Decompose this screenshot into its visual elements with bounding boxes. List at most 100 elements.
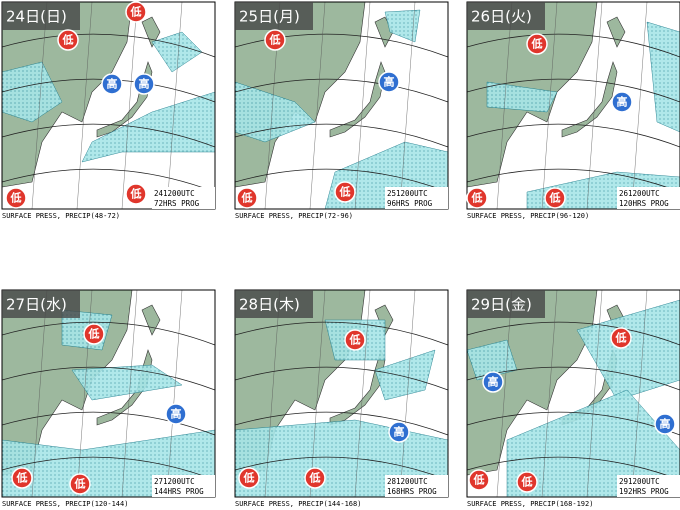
date-label: 27日(水) [6, 296, 67, 314]
marker-label: 低 [10, 191, 22, 205]
isobar [1, 411, 216, 436]
stamp: 271200UTC [154, 477, 195, 486]
marker-label: 低 [88, 327, 100, 341]
low-marker [11, 467, 33, 489]
date-label: 26日(火) [471, 8, 532, 26]
isobar [234, 33, 449, 58]
frame [466, 289, 680, 498]
caption: SURFACE PRESS, PRECIP(144-168) [235, 500, 361, 508]
meridian [399, 289, 416, 498]
low-marker [516, 471, 538, 493]
precip-area [506, 389, 680, 498]
isobar [234, 123, 449, 148]
high-marker [378, 71, 400, 93]
meridian [631, 1, 648, 210]
marker-label: 低 [130, 5, 142, 19]
isobar [1, 456, 216, 481]
marker-label: 高 [171, 407, 182, 421]
meridian [541, 289, 558, 498]
caption: SURFACE PRESS, PRECIP(168-192) [467, 500, 593, 508]
prog: 192HRS PROG [619, 487, 669, 496]
isobar [234, 366, 449, 391]
low-marker [125, 183, 147, 205]
marker-label: 低 [349, 333, 361, 347]
stamp-box [152, 187, 215, 209]
japan [329, 61, 386, 138]
marker-label: 高 [617, 95, 628, 109]
date-box [467, 290, 545, 318]
marker-label: 低 [531, 37, 543, 51]
marker-label: 低 [62, 33, 74, 47]
meridian [309, 289, 326, 498]
marker-label: 低 [549, 191, 561, 205]
prog: 168HRS PROG [387, 487, 437, 496]
meridian [166, 289, 183, 498]
high-marker [654, 413, 676, 435]
low-marker [526, 33, 548, 55]
precip-area [646, 21, 680, 133]
caption: SURFACE PRESS, PRECIP(48-72) [2, 212, 120, 220]
prog: 96HRS PROG [387, 199, 433, 208]
meridian [166, 1, 183, 210]
land [1, 1, 133, 188]
marker-label: 低 [521, 475, 533, 489]
date-label: 29日(金) [471, 296, 532, 314]
high-marker [133, 73, 155, 95]
marker-label: 低 [471, 191, 483, 205]
isobar [1, 33, 216, 58]
meridian [354, 289, 371, 498]
precip-area [374, 349, 436, 401]
date-box [467, 2, 545, 30]
date-label: 28日(木) [239, 296, 300, 314]
low-marker [125, 1, 147, 23]
isobar [234, 168, 449, 193]
marker-label: 高 [139, 77, 150, 91]
date-box [235, 2, 313, 30]
isobar [466, 168, 680, 193]
meridian [309, 1, 326, 210]
isobar [234, 456, 449, 481]
stamp-box [617, 475, 680, 497]
frame [234, 1, 449, 210]
land [466, 289, 598, 476]
low-marker [344, 329, 366, 351]
prog: 144HRS PROG [154, 487, 204, 496]
date-box [2, 2, 80, 30]
stamp-box [385, 475, 448, 497]
frame [234, 289, 449, 498]
low-marker [5, 187, 27, 209]
frame [1, 289, 216, 498]
isobar [1, 123, 216, 148]
isobar [1, 321, 216, 346]
marker-label: 低 [615, 331, 627, 345]
isobar [466, 411, 680, 436]
low-marker [238, 467, 260, 489]
low-marker [264, 29, 286, 51]
marker-label: 低 [243, 471, 255, 485]
isobar [234, 321, 449, 346]
meridian [76, 1, 93, 210]
isobar [466, 321, 680, 346]
caption: SURFACE PRESS, PRECIP(96-120) [467, 212, 589, 220]
precip-area [71, 364, 183, 401]
marker-label: 低 [241, 191, 253, 205]
meridian [121, 1, 138, 210]
frame [1, 1, 216, 210]
low-marker [304, 467, 326, 489]
isobar [466, 123, 680, 148]
meridian [354, 1, 371, 210]
isobar [234, 78, 449, 103]
prog: 120HRS PROG [619, 199, 669, 208]
meridian [541, 1, 558, 210]
marker-label: 高 [394, 425, 405, 439]
low-marker [69, 473, 91, 495]
marker-label: 低 [74, 477, 86, 491]
stamp: 281200UTC [387, 477, 428, 486]
date-label: 25日(月) [239, 8, 300, 26]
meridian [586, 289, 603, 498]
marker-label: 低 [269, 33, 281, 47]
